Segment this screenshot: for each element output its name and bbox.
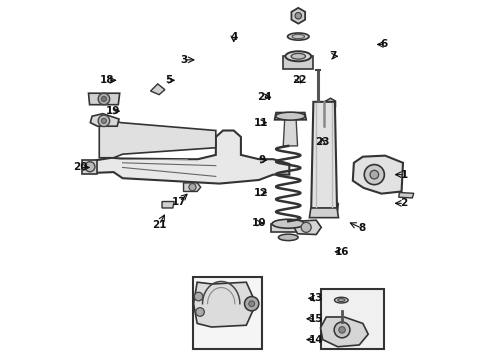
Text: 3: 3	[180, 55, 187, 65]
Circle shape	[98, 93, 109, 105]
Bar	[320, 289, 383, 348]
Circle shape	[101, 118, 106, 123]
Text: 17: 17	[172, 197, 186, 207]
Text: 12: 12	[253, 188, 267, 198]
Circle shape	[188, 184, 196, 191]
Circle shape	[248, 301, 254, 307]
Circle shape	[294, 13, 301, 19]
Polygon shape	[283, 56, 313, 69]
Polygon shape	[310, 102, 336, 209]
Text: 22: 22	[291, 75, 305, 85]
Text: 10: 10	[252, 218, 266, 228]
Polygon shape	[320, 317, 367, 347]
Text: 11: 11	[253, 118, 267, 128]
Text: 23: 23	[315, 138, 329, 147]
Circle shape	[333, 322, 349, 338]
Polygon shape	[271, 224, 305, 232]
Circle shape	[301, 222, 310, 232]
Ellipse shape	[334, 297, 347, 303]
Text: 13: 13	[308, 293, 323, 303]
Ellipse shape	[287, 33, 308, 40]
Text: 19: 19	[105, 106, 120, 116]
Polygon shape	[88, 93, 120, 105]
Text: 15: 15	[308, 314, 323, 324]
Circle shape	[244, 297, 258, 311]
Ellipse shape	[290, 53, 305, 59]
Text: 7: 7	[329, 51, 336, 61]
Ellipse shape	[291, 35, 304, 39]
Ellipse shape	[271, 219, 304, 228]
Circle shape	[322, 203, 330, 211]
Polygon shape	[193, 282, 255, 327]
Text: 6: 6	[380, 40, 387, 49]
Text: 8: 8	[358, 224, 365, 233]
Polygon shape	[283, 120, 297, 146]
Text: 9: 9	[258, 155, 264, 165]
Circle shape	[194, 292, 203, 301]
Circle shape	[101, 96, 106, 102]
Polygon shape	[293, 220, 321, 234]
Circle shape	[195, 308, 204, 316]
Text: 16: 16	[334, 247, 348, 257]
Text: 21: 21	[152, 220, 166, 230]
Text: 2: 2	[400, 198, 407, 208]
Circle shape	[338, 327, 345, 333]
Text: 18: 18	[100, 75, 115, 85]
Polygon shape	[309, 208, 338, 218]
Polygon shape	[162, 202, 174, 208]
Ellipse shape	[285, 51, 310, 61]
Polygon shape	[398, 193, 413, 198]
Polygon shape	[315, 203, 338, 211]
Polygon shape	[274, 113, 305, 120]
Circle shape	[85, 162, 95, 172]
Ellipse shape	[278, 234, 298, 240]
Polygon shape	[183, 183, 201, 192]
Polygon shape	[96, 131, 289, 184]
Text: 24: 24	[256, 92, 271, 102]
Ellipse shape	[337, 299, 344, 302]
Circle shape	[98, 115, 109, 127]
Circle shape	[364, 165, 384, 185]
Ellipse shape	[275, 112, 305, 120]
Polygon shape	[90, 114, 119, 126]
Polygon shape	[99, 120, 215, 158]
Polygon shape	[150, 84, 164, 95]
Bar	[192, 277, 261, 348]
Text: 4: 4	[229, 32, 237, 41]
Polygon shape	[82, 160, 97, 174]
Text: 1: 1	[400, 170, 407, 180]
Polygon shape	[352, 156, 402, 194]
Text: 14: 14	[308, 334, 323, 345]
Text: 20: 20	[73, 162, 88, 172]
Text: 5: 5	[165, 75, 172, 85]
Circle shape	[369, 170, 378, 179]
